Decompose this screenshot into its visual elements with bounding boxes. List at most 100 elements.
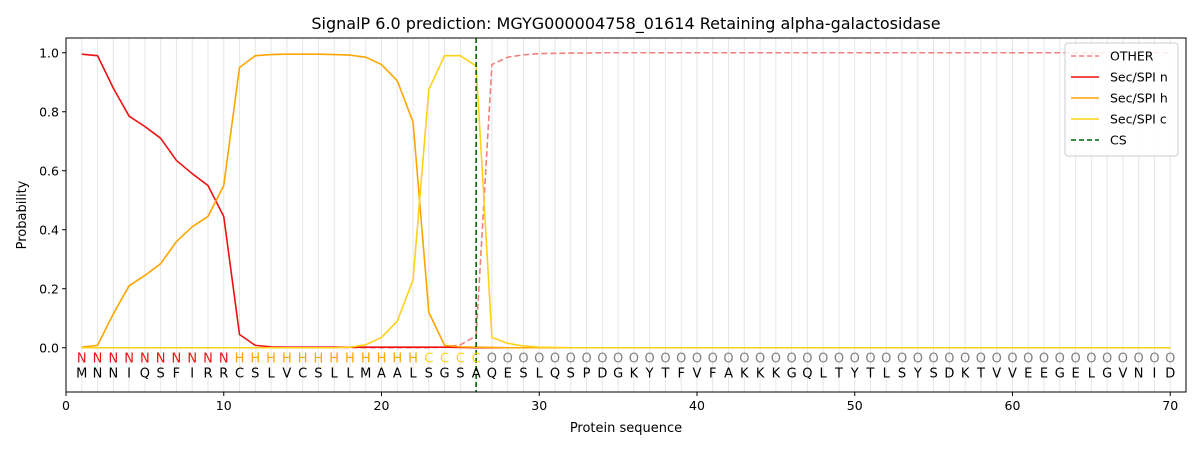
region-label: H — [408, 352, 418, 367]
region-label: H — [266, 352, 276, 367]
region-label: O — [787, 352, 797, 367]
residue-letter: A — [724, 366, 733, 381]
legend-label: Sec/SPI h — [1110, 91, 1168, 106]
series-line-sec-spi-c — [81, 54, 1171, 349]
chart-title: SignalP 6.0 prediction: MGYG000004758_01… — [311, 14, 940, 34]
region-label: N — [156, 352, 166, 367]
residue-letter: N — [93, 366, 103, 381]
region-label: O — [1023, 352, 1033, 367]
region-label: O — [487, 352, 497, 367]
axes-frame — [65, 37, 1187, 393]
region-label: N — [187, 352, 197, 367]
residue-letter: M — [360, 366, 371, 381]
region-label: O — [1070, 352, 1080, 367]
series-line-other — [81, 51, 1171, 349]
series-line-sec-spi-h — [81, 53, 1171, 349]
residue-letter: S — [314, 366, 322, 381]
residue-letter: E — [504, 366, 512, 381]
residue-letter: S — [251, 366, 259, 381]
residue-letter: I — [190, 366, 194, 381]
residue-letter: D — [597, 366, 607, 381]
residue-letter: A — [377, 366, 386, 381]
region-label: H — [361, 352, 371, 367]
residue-letter: T — [976, 366, 985, 381]
residue-letter: T — [866, 366, 875, 381]
region-label: O — [645, 352, 655, 367]
x-tick-label: 30 — [531, 398, 547, 413]
region-label: N — [172, 352, 182, 367]
residue-letter: G — [1102, 366, 1112, 381]
region-label: O — [1102, 352, 1112, 367]
residue-letter: K — [756, 366, 765, 381]
residue-letter: S — [425, 366, 433, 381]
residue-letter: K — [740, 366, 749, 381]
residue-letter: L — [536, 366, 544, 381]
region-label: O — [739, 352, 749, 367]
residue-letter: D — [1165, 366, 1175, 381]
residue-letter: A — [472, 366, 481, 381]
x-tick-label: 0 — [62, 398, 70, 413]
y-tick-label: 0.4 — [39, 222, 59, 237]
residue-letter: Y — [913, 366, 922, 381]
region-label: O — [755, 352, 765, 367]
residue-letter: L — [883, 366, 891, 381]
legend-label: Sec/SPI c — [1110, 112, 1167, 127]
residue-letter: S — [456, 366, 464, 381]
x-tick-label: 70 — [1162, 398, 1178, 413]
residue-letter: V — [992, 366, 1001, 381]
residue-letter: C — [298, 366, 307, 381]
region-label: O — [850, 352, 860, 367]
y-tick-label: 0.2 — [39, 281, 59, 296]
region-label: O — [676, 352, 686, 367]
region-label: O — [723, 352, 733, 367]
region-label: O — [534, 352, 544, 367]
residue-letter: Q — [487, 366, 497, 381]
legend-label: OTHER — [1110, 49, 1154, 64]
residue-letter: L — [409, 366, 417, 381]
region-label: C — [472, 352, 481, 367]
region-label: O — [581, 352, 591, 367]
residue-letter: L — [346, 366, 354, 381]
region-label: O — [976, 352, 986, 367]
region-label: H — [329, 352, 339, 367]
residue-letter: D — [944, 366, 954, 381]
region-label: N — [124, 352, 134, 367]
y-tick-label: 1.0 — [39, 45, 59, 60]
residue-letter: V — [693, 366, 702, 381]
region-label: H — [345, 352, 355, 367]
residue-letter: S — [157, 366, 165, 381]
region-label: O — [1149, 352, 1159, 367]
x-tick-label: 50 — [847, 398, 863, 413]
residue-letter: T — [834, 366, 843, 381]
legend-label: CS — [1110, 133, 1127, 148]
region-label: O — [613, 352, 623, 367]
x-tick-label: 10 — [216, 398, 232, 413]
residue-letter: S — [898, 366, 906, 381]
residue-letter: G — [1055, 366, 1065, 381]
residue-letter: P — [583, 366, 591, 381]
residue-letter: I — [127, 366, 131, 381]
x-tick-label: 40 — [689, 398, 705, 413]
residue-letter: M — [76, 366, 87, 381]
region-label: O — [834, 352, 844, 367]
region-label: O — [881, 352, 891, 367]
y-axis-label: Probability — [15, 180, 30, 249]
residue-letter: Q — [140, 366, 150, 381]
region-label: O — [944, 352, 954, 367]
legend-box — [1064, 42, 1179, 157]
region-label: N — [219, 352, 229, 367]
region-label: O — [802, 352, 812, 367]
region-label: O — [771, 352, 781, 367]
legend-label: Sec/SPI n — [1110, 70, 1168, 85]
residue-letter: E — [1071, 366, 1079, 381]
region-label: N — [93, 352, 103, 367]
region-label: O — [992, 352, 1002, 367]
residue-letter: L — [267, 366, 275, 381]
region-label: O — [960, 352, 970, 367]
region-label: C — [440, 352, 449, 367]
residue-letter: K — [772, 366, 781, 381]
residue-letter: K — [961, 366, 970, 381]
residue-letter: S — [519, 366, 527, 381]
x-tick-label: 20 — [374, 398, 390, 413]
residue-letter: C — [235, 366, 244, 381]
